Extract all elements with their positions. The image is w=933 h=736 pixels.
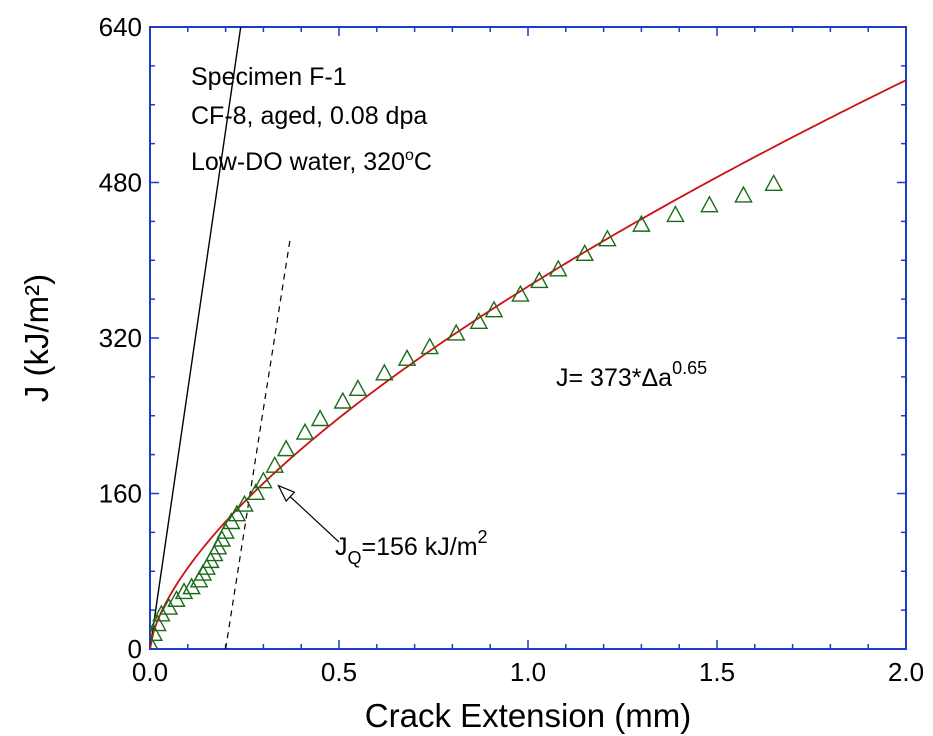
x-tick-label: 1.0: [510, 657, 546, 687]
y-tick-label: 160: [99, 479, 142, 509]
jq-unit-sup: 2: [478, 527, 488, 547]
data-point-triangle: [246, 483, 266, 501]
jq-arrow: [289, 496, 340, 543]
y-tick-label: 320: [99, 323, 142, 353]
data-point-triangle: [420, 337, 439, 355]
data-point-triangle: [254, 471, 273, 489]
data-point-triangle: [235, 494, 254, 512]
fit-equation: J= 373*Δa0.65: [556, 358, 707, 392]
data-point-triangle: [276, 439, 296, 457]
data-point-triangle: [150, 623, 164, 641]
environment-text: Low-DO water, 320: [191, 148, 405, 176]
data-point-triangle: [598, 229, 617, 247]
data-point-triangle: [764, 173, 783, 191]
x-tick-label: 0.5: [321, 657, 357, 687]
annotation-specimen: Specimen F-1: [191, 63, 347, 91]
annotation-environment: Low-DO water, 320oC: [191, 147, 432, 176]
x-tick-label: 1.5: [699, 657, 735, 687]
data-point-triangle: [295, 422, 315, 440]
data-point-triangle: [150, 633, 159, 649]
y-tick-labels: 0 160 320 480 640: [99, 12, 142, 664]
data-point-triangle: [511, 284, 530, 302]
jq-arrow-head: [277, 484, 296, 503]
x-tick-labels: 0.0 0.5 1.0 1.5 2.0: [132, 657, 924, 687]
y-tick-label: 0: [128, 634, 142, 664]
data-point-triangle: [265, 455, 285, 473]
degree-sup: o: [405, 147, 414, 164]
data-point-triangle: [375, 363, 394, 381]
jq-subscript: Q: [348, 548, 362, 568]
jq-value: =156 kJ/m: [362, 533, 478, 561]
fit-exponent: 0.65: [672, 358, 707, 378]
data-point-triangle: [734, 185, 753, 203]
data-point-triangle: [530, 271, 549, 289]
data-point-triangle: [150, 614, 167, 632]
data-point-triangle: [397, 348, 417, 366]
data-point-triangle: [469, 311, 489, 329]
offset-line: [225, 240, 291, 649]
data-point-triangle: [700, 195, 719, 213]
blunting-line: [150, 27, 242, 649]
data-point-triangle: [548, 259, 568, 277]
data-point-triangle: [446, 323, 466, 341]
y-axis-title: J (kJ/m²): [18, 274, 55, 402]
y-tick-label: 480: [99, 168, 142, 198]
data-point-triangle: [632, 214, 651, 232]
x-tick-label: 0.0: [132, 657, 168, 687]
data-point-triangle: [174, 582, 194, 600]
data-point-triangle: [348, 379, 368, 397]
annotation-material: CF-8, aged, 0.08 dpa: [191, 102, 427, 130]
data-point-triangle: [333, 391, 353, 409]
data-point-triangle: [227, 504, 247, 522]
data-point-triangle: [310, 409, 330, 427]
environment-unit: C: [414, 148, 432, 176]
data-point-triangle: [666, 205, 685, 223]
axis-ticks: [149, 26, 907, 650]
data-points: [150, 173, 783, 649]
jq-symbol: J: [335, 533, 348, 561]
fit-equation-base: J= 373*Δa: [556, 364, 672, 392]
data-point-triangle: [575, 243, 594, 261]
y-tick-label: 640: [99, 12, 142, 42]
x-tick-label: 2.0: [888, 657, 924, 687]
data-point-triangle: [216, 521, 235, 539]
x-axis-title: Crack Extension (mm): [365, 697, 691, 734]
jq-label: JQ=156 kJ/m2: [335, 527, 488, 568]
data-point-triangle: [484, 300, 504, 318]
